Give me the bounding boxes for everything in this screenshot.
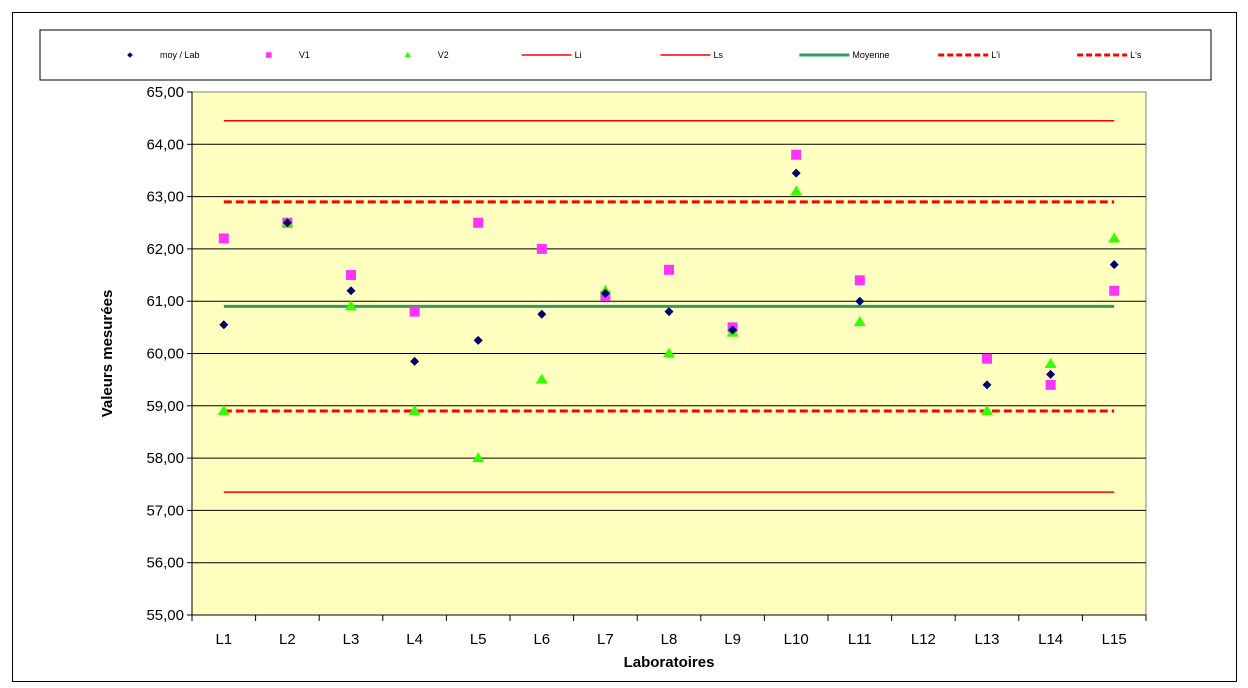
legend-label-ls: Ls [714, 50, 724, 60]
data-point-moy-lab [410, 356, 420, 366]
data-point-v1 [1045, 379, 1056, 390]
legend-label-l-s: L's [1130, 50, 1142, 60]
y-tick-label: 64,00 [146, 136, 184, 153]
data-point-v1 [791, 149, 802, 160]
legend-label-moyenne: Moyenne [852, 50, 889, 60]
data-point-v2 [790, 185, 803, 196]
data-point-v2 [408, 405, 421, 416]
x-tick-label: L14 [1038, 631, 1063, 648]
y-tick-label: 55,00 [146, 607, 184, 624]
data-point-moy-lab [537, 309, 547, 319]
data-point-v2 [1108, 232, 1121, 243]
data-point-moy-lab [473, 335, 483, 345]
x-axis-title: Laboratoires [624, 654, 715, 671]
legend-label-l-i: L'i [991, 50, 1000, 60]
x-tick-label: L4 [406, 631, 423, 648]
y-tick-label: 60,00 [146, 346, 184, 363]
data-point-v2 [535, 373, 548, 384]
data-point-moy-lab [1046, 369, 1056, 379]
data-point-v1 [536, 243, 547, 254]
data-point-moy-lab [728, 325, 738, 335]
data-point-v2 [345, 300, 357, 311]
data-point-v1 [664, 264, 674, 275]
data-point-v2 [472, 452, 485, 463]
data-point-v2 [981, 405, 993, 416]
x-tick-label: L7 [597, 631, 614, 648]
data-point-v1 [473, 217, 484, 228]
x-tick-label: L2 [279, 631, 296, 648]
y-tick-label: 57,00 [146, 502, 184, 519]
data-point-v1 [346, 270, 356, 281]
x-tick-label: L11 [848, 631, 872, 648]
data-point-moy-lab [600, 288, 610, 298]
data-point-moy-lab [346, 286, 356, 296]
data-point-v1 [1109, 285, 1120, 296]
data-point-v2 [663, 347, 675, 358]
legend-marker-v2 [404, 51, 412, 58]
data-point-v1 [854, 275, 865, 286]
y-tick-label: 63,00 [146, 189, 184, 206]
legend-marker-v1 [266, 52, 272, 58]
data-point-moy-lab [982, 380, 992, 390]
x-tick-label: L3 [343, 631, 360, 648]
data-point-v1 [409, 306, 420, 317]
legend-box [39, 29, 1212, 81]
y-tick-label: 61,00 [146, 293, 184, 310]
data-point-v2 [217, 405, 230, 416]
x-tick-label: L1 [215, 631, 232, 648]
data-point-v2 [1044, 357, 1057, 368]
legend-label-v1: V1 [299, 50, 310, 60]
x-tick-label: L15 [1102, 631, 1127, 648]
y-tick-label: 59,00 [146, 398, 184, 415]
x-tick-label: L9 [724, 631, 741, 648]
data-point-moy-lab [791, 168, 801, 178]
x-tick-label: L10 [784, 631, 809, 648]
legend-label-moy-lab: moy / Lab [160, 50, 200, 60]
legend-label-v2: V2 [438, 50, 449, 60]
y-tick-label: 65,00 [146, 84, 184, 101]
x-tick-label: L6 [533, 631, 550, 648]
y-tick-label: 56,00 [146, 555, 184, 572]
data-point-v1 [982, 353, 992, 364]
data-point-moy-lab [664, 307, 674, 317]
y-axis-title: Valeurs mesurées [99, 290, 116, 418]
x-tick-label: L13 [974, 631, 999, 648]
y-tick-label: 58,00 [146, 450, 184, 467]
x-tick-label: L8 [661, 631, 678, 648]
data-point-v1 [218, 233, 229, 244]
y-tick-label: 62,00 [146, 241, 184, 258]
data-point-moy-lab [1109, 260, 1119, 270]
x-tick-label: L5 [470, 631, 487, 648]
legend-marker-moy-lab [127, 52, 133, 58]
data-point-moy-lab [219, 320, 229, 330]
data-point-moy-lab [855, 296, 865, 306]
data-point-v2 [853, 316, 866, 327]
x-tick-label: L12 [911, 631, 936, 648]
data-point-moy-lab [282, 218, 292, 228]
legend-label-li: Li [575, 50, 582, 60]
